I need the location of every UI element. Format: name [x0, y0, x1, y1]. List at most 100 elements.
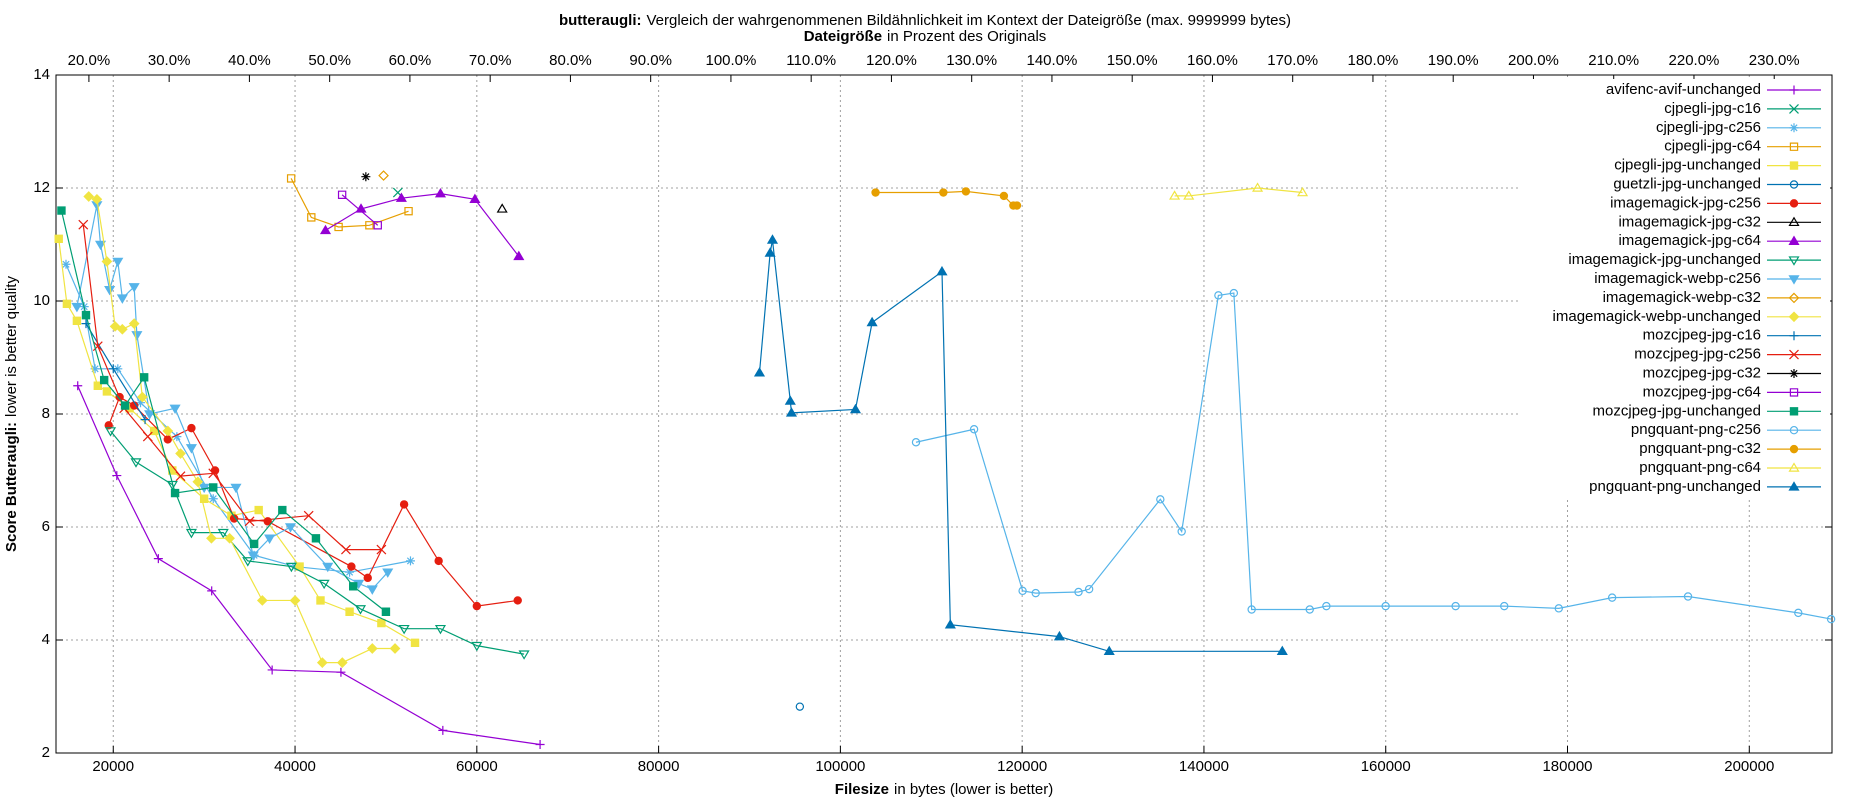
- legend-marker: [1789, 103, 1799, 114]
- data-point: [1169, 190, 1181, 200]
- data-point: [345, 607, 354, 616]
- data-point: [316, 657, 328, 668]
- data-point: [404, 206, 413, 216]
- data-point: [337, 190, 347, 199]
- data-point: [175, 448, 186, 459]
- series: [753, 234, 1288, 656]
- data-point: [101, 256, 113, 267]
- legend-marker: [1789, 331, 1799, 341]
- data-point: [936, 265, 948, 276]
- series: [911, 288, 1836, 624]
- data-point: [256, 595, 268, 606]
- data-point: [969, 425, 979, 434]
- series: [78, 219, 387, 555]
- data-point: [410, 638, 420, 648]
- legend-marker: [1789, 444, 1799, 454]
- data-point: [1012, 201, 1022, 210]
- legend-marker: [1789, 199, 1799, 208]
- data-point: [140, 415, 150, 425]
- data-point: [278, 505, 287, 515]
- data-point: [72, 316, 82, 325]
- data-point: [175, 471, 186, 482]
- data-point: [162, 425, 174, 437]
- data-point: [378, 170, 389, 181]
- data-point: [1084, 584, 1094, 594]
- x2-tick-label: 220.0%: [1669, 52, 1720, 69]
- chart-title: butteraugli: Vergleich der wahrgenommenen…: [559, 12, 1291, 29]
- x2-tick-label: 90.0%: [629, 52, 672, 69]
- data-point: [54, 234, 63, 244]
- data-point: [535, 740, 545, 750]
- series-line: [110, 430, 525, 655]
- plot-frame: [55, 74, 1833, 754]
- series: [1169, 182, 1309, 200]
- data-point: [104, 427, 117, 437]
- x2-tick-label: 170.0%: [1267, 52, 1318, 69]
- data-point: [217, 528, 229, 539]
- data-point: [169, 404, 181, 415]
- y-tick-label: 6: [42, 518, 50, 535]
- data-point: [363, 573, 372, 583]
- data-point: [1297, 186, 1309, 197]
- data-point: [91, 193, 103, 205]
- data-point: [365, 221, 374, 230]
- x2-tick-label: 230.0%: [1749, 52, 1800, 69]
- title-bold: butteraugli:: [559, 12, 642, 29]
- x2-tick-label: 30.0%: [148, 52, 191, 69]
- data-point: [136, 398, 146, 408]
- data-point: [170, 488, 180, 498]
- legend-label: imagemagick-jpg-unchanged: [1568, 251, 1761, 268]
- x-tick-label: 60000: [456, 758, 498, 775]
- series: [378, 170, 389, 181]
- data-point: [764, 247, 776, 257]
- subtitle-text: in Prozent des Originals: [887, 28, 1046, 45]
- x-tick-label: 200000: [1724, 758, 1774, 775]
- series: [61, 259, 415, 577]
- data-point: [318, 579, 330, 590]
- data-point: [471, 641, 483, 652]
- data-point: [61, 259, 71, 269]
- y-tick-label: 2: [42, 744, 50, 761]
- series: [496, 203, 508, 213]
- legend-marker: [1789, 180, 1799, 189]
- data-point: [347, 562, 356, 571]
- data-point: [849, 403, 862, 414]
- y-axis-title: Score Butteraugli: lower is better qualit…: [3, 276, 20, 552]
- series-line: [60, 210, 387, 613]
- data-point: [398, 624, 410, 635]
- x-tick-label: 80000: [638, 758, 680, 775]
- legend-label: cjpegli-jpg-unchanged: [1614, 157, 1761, 174]
- data-point: [130, 458, 142, 468]
- legend-label: mozcjpeg-jpg-c64: [1643, 383, 1761, 400]
- data-point: [361, 172, 371, 182]
- x2-tick-label: 130.0%: [946, 52, 997, 69]
- data-point: [113, 364, 123, 374]
- data-point: [153, 554, 163, 564]
- subtitle-bold: Dateigröße: [804, 28, 882, 45]
- data-point: [208, 468, 219, 479]
- data-point: [208, 494, 218, 504]
- y-label-bold: Score Butteraugli:: [3, 422, 20, 552]
- data-point: [469, 193, 481, 204]
- legend-marker: [1788, 292, 1800, 304]
- data-point: [1103, 645, 1115, 656]
- data-point: [381, 607, 391, 616]
- data-point: [192, 476, 204, 488]
- y-tick-label: 14: [33, 66, 50, 83]
- series-line: [325, 193, 520, 257]
- series: [337, 190, 382, 230]
- data-point: [434, 187, 447, 198]
- y-tick-label: 4: [42, 631, 50, 648]
- data-point: [336, 657, 348, 668]
- data-point: [286, 174, 296, 183]
- legend-label: guetzli-jpg-unchanged: [1613, 175, 1761, 192]
- data-point: [90, 364, 100, 374]
- legend-marker: [1788, 462, 1800, 472]
- series-line: [290, 178, 409, 228]
- data-point: [1229, 288, 1239, 298]
- data-point: [472, 601, 482, 611]
- data-point: [1252, 182, 1264, 192]
- data-point: [230, 483, 242, 494]
- series: [795, 702, 805, 711]
- series-line: [65, 264, 411, 573]
